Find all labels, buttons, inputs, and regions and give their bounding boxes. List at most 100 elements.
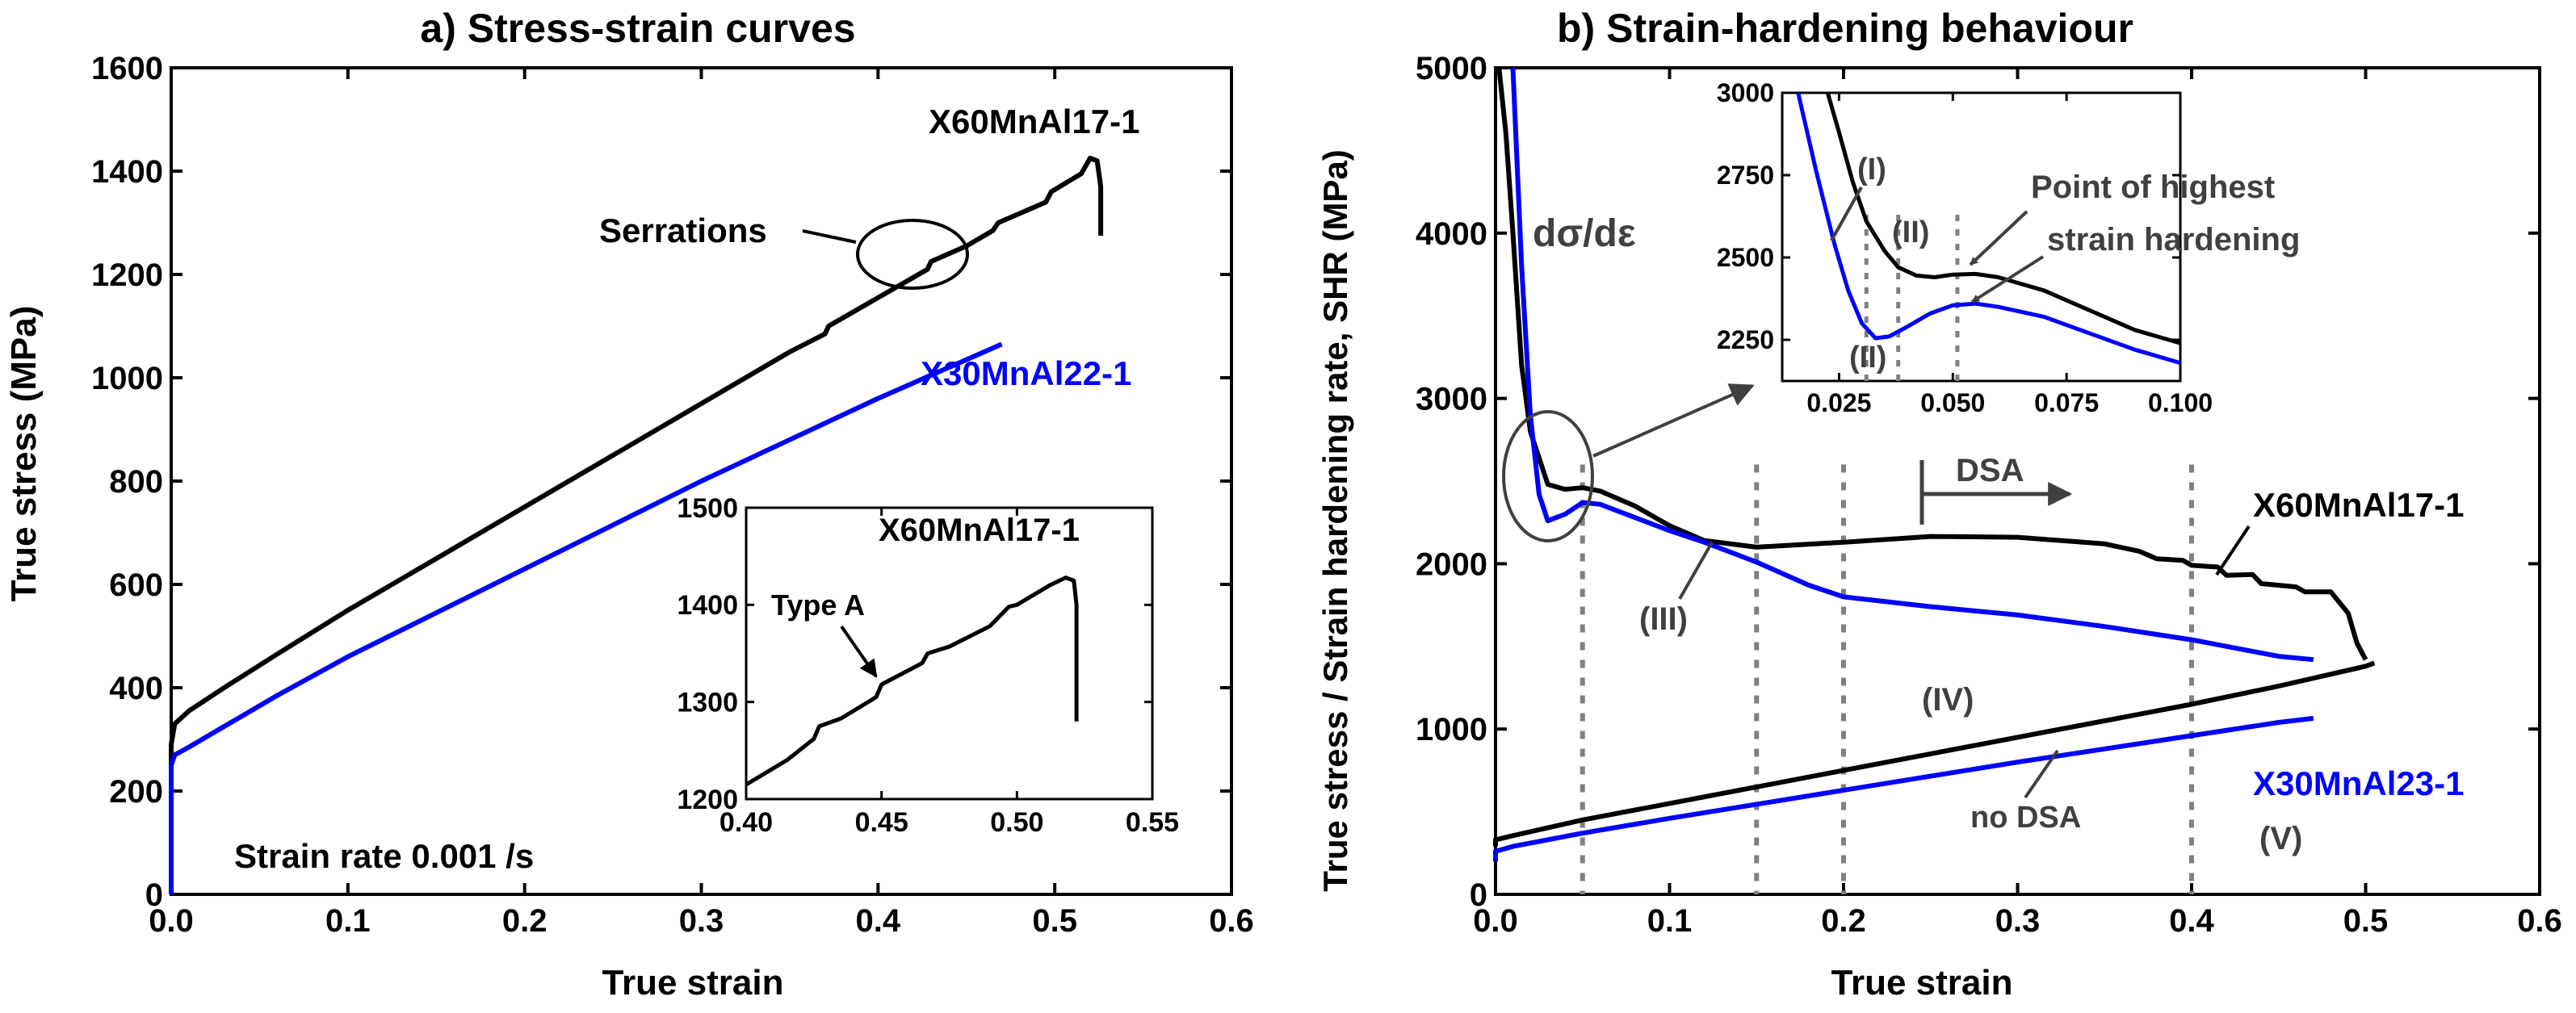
series-line-x30mnal23-1-shr [1510, 67, 2314, 663]
y-tick-label: 200 [109, 774, 163, 810]
x-tick-label: 0.50 [990, 807, 1043, 838]
serrations-leader [802, 229, 857, 244]
focus-ellipse [1502, 410, 1594, 542]
x-tick-label: 0.4 [856, 903, 901, 939]
series-line-x30mnal23-1-stress [1493, 715, 2314, 861]
highest-arrow-1 [1969, 210, 2028, 266]
x-tick-label: 0.1 [325, 903, 371, 939]
panel-a-inset-curves [745, 576, 1079, 787]
label-point-highest-1: Point of highest [2031, 170, 2275, 205]
y-tick-label: 1600 [91, 51, 163, 86]
phase-i-leader [1830, 186, 1863, 241]
label-inset-phase-i: (I) [1857, 153, 1886, 186]
y-tick-label: 5000 [1416, 51, 1487, 86]
x60-leader-b [2215, 525, 2251, 576]
x-tick-label: 0.2 [1821, 903, 1866, 939]
y-tick-label: 1000 [1416, 712, 1487, 747]
x-tick-label: 0.5 [2343, 903, 2389, 939]
x-tick-label: 0.6 [2517, 903, 2562, 939]
ai-grid-frame [745, 506, 1154, 801]
panel-a-inset-axes: 0.40 0.45 0.50 0.55 1200 1300 1400 1500 [677, 493, 1179, 838]
y-tick-label: 600 [109, 567, 163, 603]
panel-a-inset-title: X60MnAl17-1 [879, 513, 1080, 548]
y-tick-label: 2500 [1717, 243, 1774, 272]
x-tick-label: 0.45 [855, 807, 908, 838]
series-line-x60mnal17-1-shr [1496, 67, 2368, 661]
y-tick-label: 1300 [677, 688, 738, 718]
phase-iii-leader [1678, 542, 1714, 600]
y-tick-label: 0 [1470, 877, 1487, 913]
x-tick-label: 0.3 [1995, 903, 2041, 939]
y-tick-label: 1200 [91, 257, 163, 293]
panel-a-inset: 0.40 0.45 0.50 0.55 1200 1300 1400 1500 X60MnAl… [677, 493, 1179, 838]
panel-b-inset-axes: 0.025 0.050 0.075 0.100 2250 2500 2750 3000 [1717, 78, 2213, 417]
x-tick-label: 0.1 [1647, 903, 1693, 939]
label-dsigma-depsilon: dσ/dε [1533, 212, 1636, 255]
y-tick-label: 1000 [91, 361, 163, 396]
label-no-dsa: no DSA [1970, 801, 2081, 835]
panel-a-y-label: True stress (MPa) [4, 306, 44, 602]
label-x60mnal17-1-b: X60MnAl17-1 [2253, 486, 2464, 524]
bi-grid-frame [1781, 91, 2182, 383]
y-tick-label: 2000 [1416, 546, 1487, 582]
y-tick-label: 1400 [677, 590, 738, 621]
no-dsa-leader [2024, 749, 2059, 799]
y-tick-label: 3000 [1416, 382, 1487, 417]
label-serrations: Serrations [599, 211, 767, 249]
label-phase-v: (V) [2259, 821, 2302, 856]
panel-a: a) Stress-strain curves 0.0 0.1 0.2 0.3 0.4 0… [4, 6, 1254, 1003]
x-tick-label: 0.050 [1920, 388, 1985, 417]
y-tick-label: 1500 [677, 493, 738, 524]
label-phase-iii: (III) [1639, 601, 1688, 637]
series-line-x60mnal17-1-stress [1493, 660, 2376, 847]
type-a-arrow [840, 625, 878, 678]
label-inset-phase-ii-upper: (II) [1892, 216, 1929, 249]
panel-b-x-label: True strain [1831, 963, 2013, 1003]
y-tick-label: 2750 [1717, 161, 1774, 190]
label-type-a: Type A [771, 588, 865, 622]
y-tick-label: 4000 [1416, 216, 1487, 252]
x-tick-label: 0.6 [1209, 903, 1254, 939]
label-dsa: DSA [1956, 453, 2024, 488]
y-tick-label: 800 [109, 464, 163, 500]
x-tick-label: 0.100 [2148, 388, 2213, 417]
panel-b-curves [1493, 67, 2376, 861]
series-line-x30mnal23-1 [1796, 92, 2181, 366]
x-tick-label: 0.55 [1126, 807, 1179, 838]
panel-b-y-label: True stress / Strain hardening rate, SHR… [1316, 149, 1354, 892]
series-line-x60mnal17-1 [169, 156, 1104, 894]
label-x30mnal23-1-b: X30MnAl23-1 [2253, 764, 2464, 802]
x-tick-label: 0.2 [502, 903, 548, 939]
panel-a-title: a) Stress-strain curves [420, 6, 855, 51]
panel-b: b) Strain-hardening behaviour 0.0 0.1 0.2 0… [1316, 6, 2562, 1003]
y-tick-label: 0 [145, 877, 163, 913]
series-line-x30mnal22-1 [169, 341, 1003, 894]
x-tick-label: 0.3 [679, 903, 724, 939]
highest-arrow-2 [1970, 255, 2045, 303]
y-tick-label: 1400 [91, 154, 163, 190]
y-tick-label: 2250 [1717, 325, 1774, 354]
label-point-highest-2: strain hardening [2047, 222, 2300, 257]
label-x60mnal17-1: X60MnAl17-1 [929, 103, 1139, 140]
label-strain-rate: Strain rate 0.001 /s [234, 837, 534, 875]
y-tick-label: 400 [109, 671, 163, 706]
y-tick-label: 3000 [1717, 78, 1774, 107]
label-x30mnal22-1: X30MnAl22-1 [921, 354, 1131, 392]
panel-b-phase-lines [1580, 464, 2194, 894]
x-tick-label: 0.0 [149, 903, 194, 939]
panel-a-x-label: True strain [602, 963, 784, 1003]
y-tick-label: 1200 [677, 785, 738, 815]
label-phase-iv: (IV) [1922, 682, 1974, 718]
x-tick-label: 0.40 [720, 807, 773, 838]
x-tick-label: 0.4 [2169, 903, 2214, 939]
panel-b-title: b) Strain-hardening behaviour [1557, 6, 2133, 51]
label-inset-phase-ii-lower: (II) [1849, 341, 1886, 375]
zoom-arrow [1592, 383, 1755, 458]
series-line-x60mnal17-1 [745, 576, 1079, 787]
x-tick-label: 0.5 [1032, 903, 1077, 939]
x-tick-label: 0.075 [2034, 388, 2099, 417]
x-tick-label: 0.025 [1806, 388, 1871, 417]
panel-a-curves [169, 156, 1104, 894]
dsa-marker [1919, 460, 2073, 525]
